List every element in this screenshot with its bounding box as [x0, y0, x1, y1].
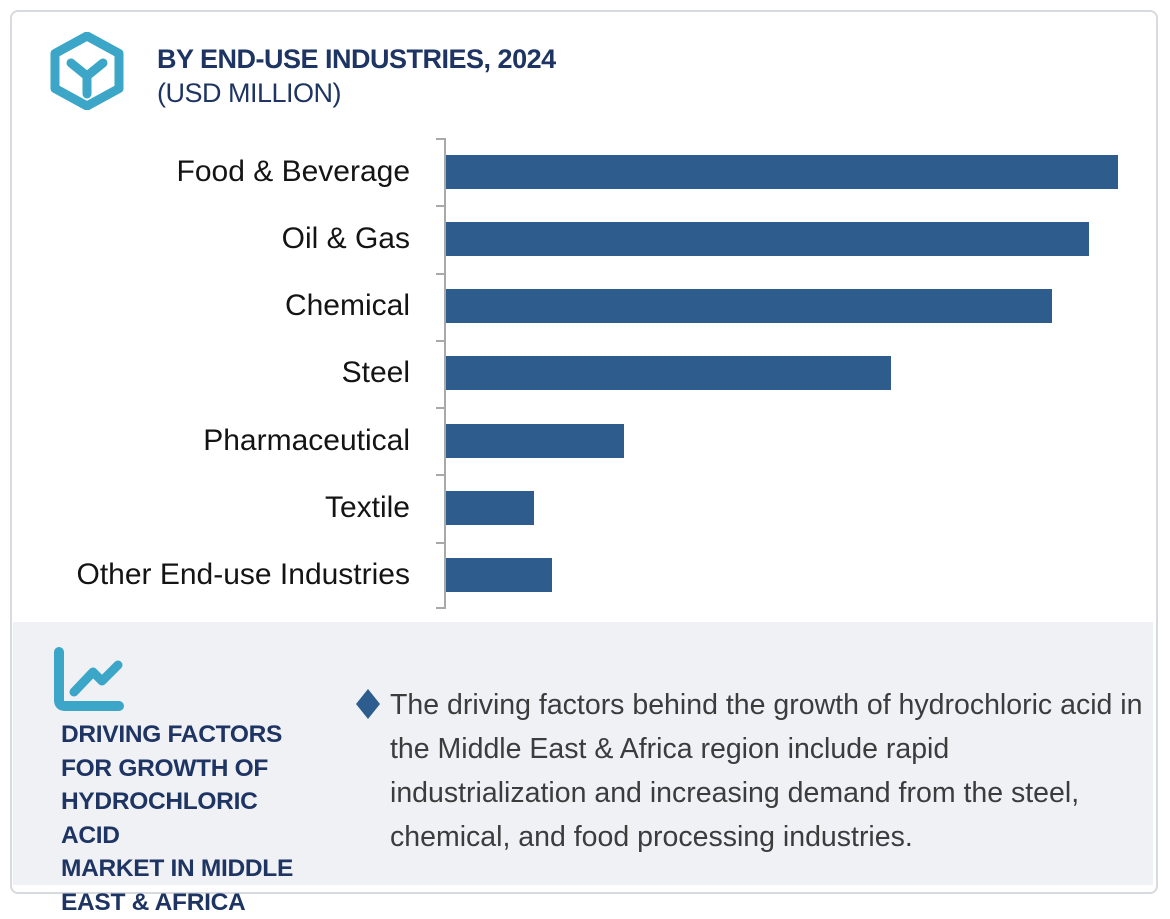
category-label: Textile	[324, 490, 410, 524]
diamond-bullet-icon	[356, 689, 380, 719]
panel-bullet-text: The driving factors behind the growth of…	[390, 689, 1143, 853]
bar-area	[444, 205, 1152, 272]
chart-row: Oil & Gas	[12, 205, 1152, 272]
chart-row: Food & Beverage	[12, 138, 1152, 205]
bar-other-end-use-industries	[446, 558, 553, 593]
chart-title: BY END-USE INDUSTRIES, 2024	[157, 44, 556, 74]
bar-area	[444, 474, 1152, 541]
category-label: Oil & Gas	[281, 221, 410, 255]
bar-oil-gas	[446, 221, 1090, 256]
category-label: Chemical	[284, 289, 410, 323]
bar-area	[444, 340, 1152, 407]
bar-food-beverage	[446, 154, 1118, 189]
bar-area	[444, 542, 1152, 609]
chart-row: Textile	[12, 474, 1152, 541]
category-label: Food & Beverage	[176, 154, 410, 188]
axis-tick	[436, 272, 445, 275]
category-label: Steel	[341, 356, 410, 390]
axis-tick	[436, 607, 445, 609]
axis-tick	[436, 407, 445, 410]
bar-chemical	[446, 289, 1053, 324]
axis-tick	[436, 205, 445, 208]
bar-textile	[446, 490, 535, 525]
category-axis-line	[444, 138, 446, 609]
bar-pharmaceutical	[446, 423, 625, 458]
bar-area	[444, 273, 1152, 340]
bar-chart: Food & Beverage Oil & Gas Chemical Steel Pha…	[12, 138, 1152, 609]
bar-steel	[446, 356, 891, 391]
axis-tick	[436, 339, 445, 342]
axis-tick	[436, 474, 445, 477]
category-label: Pharmaceutical	[203, 423, 410, 457]
driving-factors-panel: DRIVING FACTORS FOR GROWTH OF HYDROCHLOR…	[13, 622, 1153, 916]
axis-tick	[436, 138, 445, 140]
chart-row: Steel	[12, 340, 1152, 407]
bar-area	[444, 407, 1152, 474]
panel-heading: DRIVING FACTORS FOR GROWTH OF HYDROCHLOR…	[61, 721, 294, 916]
chart-subtitle: (USD MILLION)	[157, 78, 342, 108]
brand-logo-icon	[50, 32, 124, 110]
chart-row: Chemical	[12, 273, 1152, 340]
chart-row: Pharmaceutical	[12, 407, 1152, 474]
bar-area	[444, 138, 1152, 205]
line-chart-icon	[54, 647, 124, 711]
chart-card: BY END-USE INDUSTRIES, 2024 (USD MILLION…	[10, 10, 1158, 916]
category-label: Other End-use Industries	[76, 558, 410, 592]
axis-tick	[436, 541, 445, 544]
chart-title-block: BY END-USE INDUSTRIES, 2024 (USD MILLION…	[157, 43, 556, 111]
chart-row: Other End-use Industries	[12, 542, 1152, 609]
